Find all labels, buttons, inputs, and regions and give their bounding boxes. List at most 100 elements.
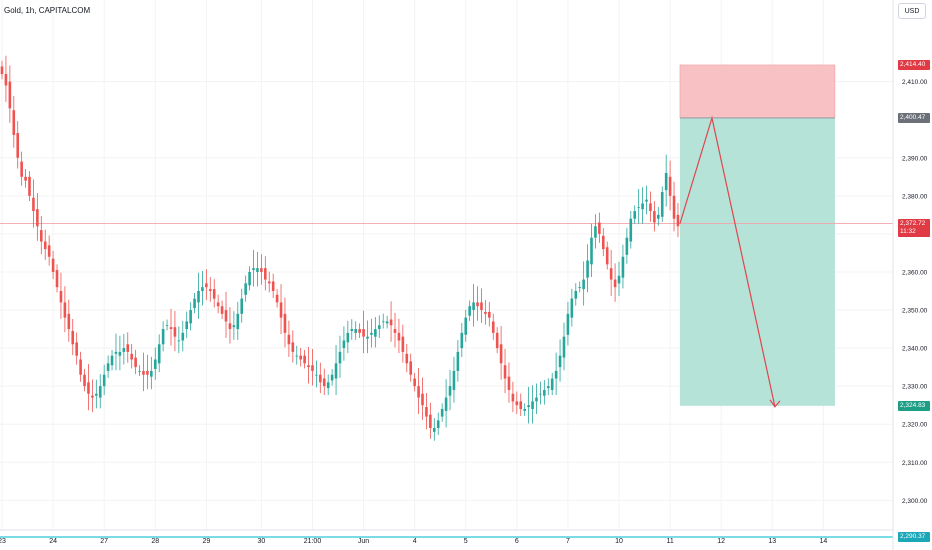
entry-price-tag: 2,400.47 <box>898 112 930 123</box>
candle-body <box>523 408 526 411</box>
candle-body <box>613 279 617 288</box>
candle-body <box>625 237 629 255</box>
candle-body <box>350 329 354 331</box>
candle-body <box>8 81 12 109</box>
candle-body <box>653 211 656 223</box>
candle-body <box>554 370 558 379</box>
candle-body <box>326 382 330 389</box>
stop-price-tag: 2,414.40 <box>898 59 930 70</box>
candle-body <box>322 378 326 387</box>
candle-body <box>55 270 59 288</box>
candle-body <box>212 289 216 299</box>
candle-body <box>495 332 499 349</box>
candle-body <box>146 370 149 375</box>
time-tick-label: 28 <box>151 538 159 545</box>
candle-body <box>464 317 468 335</box>
candle-body <box>377 325 381 330</box>
candle-body <box>389 319 393 326</box>
price-tick-label: 2,300.00 <box>902 498 928 505</box>
time-tick-label: 7 <box>566 538 570 545</box>
candle-body <box>515 401 519 406</box>
candle-body <box>460 332 464 349</box>
time-tick-label: 29 <box>202 538 210 545</box>
candle-body <box>260 268 263 272</box>
candle-body <box>193 298 196 309</box>
candle-body <box>95 393 98 396</box>
candle-body <box>452 370 456 390</box>
candle-body <box>609 268 613 280</box>
candle-body <box>303 355 306 364</box>
candle-body <box>342 340 346 349</box>
candle-body <box>295 355 299 357</box>
time-tick-label: 6 <box>515 538 519 545</box>
candle-body <box>185 321 189 330</box>
candle-body <box>201 287 204 291</box>
candle-body <box>436 420 440 429</box>
candle-body <box>130 353 133 360</box>
candle-body <box>472 302 475 311</box>
time-tick-label: 5 <box>464 538 468 545</box>
candle-body <box>660 192 664 217</box>
candle-body <box>12 110 16 135</box>
candle-body <box>228 323 232 330</box>
candle-body <box>527 405 530 408</box>
candle-body <box>264 268 267 280</box>
candle-body <box>161 329 165 345</box>
candle-body <box>484 311 487 314</box>
stop-loss-zone[interactable] <box>679 64 836 119</box>
price-axis: 2,300.00 2,310.00 2,320.00 2,330.00 2,340.00… <box>902 79 928 505</box>
candle-body <box>236 313 240 330</box>
candle-body <box>582 279 585 290</box>
candle-body <box>409 361 413 375</box>
candle-body <box>657 214 660 219</box>
candle-body <box>153 359 157 370</box>
candle-body <box>71 330 75 345</box>
currency-button[interactable]: USD <box>898 3 926 19</box>
take-profit-zone[interactable] <box>679 117 835 406</box>
candle-body <box>118 351 122 356</box>
candle-body <box>307 365 310 368</box>
candle-body <box>98 386 102 398</box>
candle-body <box>319 374 322 383</box>
candle-body <box>110 355 114 366</box>
candle-body <box>232 325 236 328</box>
candle-body <box>433 428 436 432</box>
candle-body <box>330 374 334 381</box>
candle-body <box>346 332 350 343</box>
candle-body <box>51 258 55 272</box>
candle-body <box>40 230 43 242</box>
candle-body <box>43 241 47 250</box>
candle-body <box>629 218 633 242</box>
candle-body <box>134 357 137 368</box>
candle-body <box>421 393 424 406</box>
candle-body <box>641 203 644 210</box>
candle-body <box>24 176 27 181</box>
candle-body <box>535 397 538 402</box>
candle-body <box>594 226 597 238</box>
candle-body <box>87 382 90 394</box>
candle-body <box>79 359 82 375</box>
candle-body <box>20 161 23 177</box>
candle-body <box>429 414 432 429</box>
candle-body <box>488 311 491 318</box>
candle-body <box>645 199 648 202</box>
candle-body <box>381 321 385 323</box>
price-tick-label: 2,330.00 <box>902 384 928 391</box>
candles <box>0 55 680 441</box>
candle-body <box>91 395 94 398</box>
candle-body <box>4 74 8 86</box>
candle-body <box>480 302 483 311</box>
candle-body <box>448 386 452 396</box>
candle-body <box>590 237 593 265</box>
symbol-title: Gold, 1h, CAPITALCOM <box>4 6 91 15</box>
price-tick-label: 2,350.00 <box>902 308 928 315</box>
price-tick-label: 2,340.00 <box>902 346 928 353</box>
candle-body <box>138 370 141 372</box>
candle-body <box>47 245 51 257</box>
time-tick-label: 13 <box>768 538 776 545</box>
candle-body <box>605 247 609 265</box>
candle-body <box>358 329 361 333</box>
candle-body <box>275 294 279 303</box>
candle-body <box>637 207 640 209</box>
